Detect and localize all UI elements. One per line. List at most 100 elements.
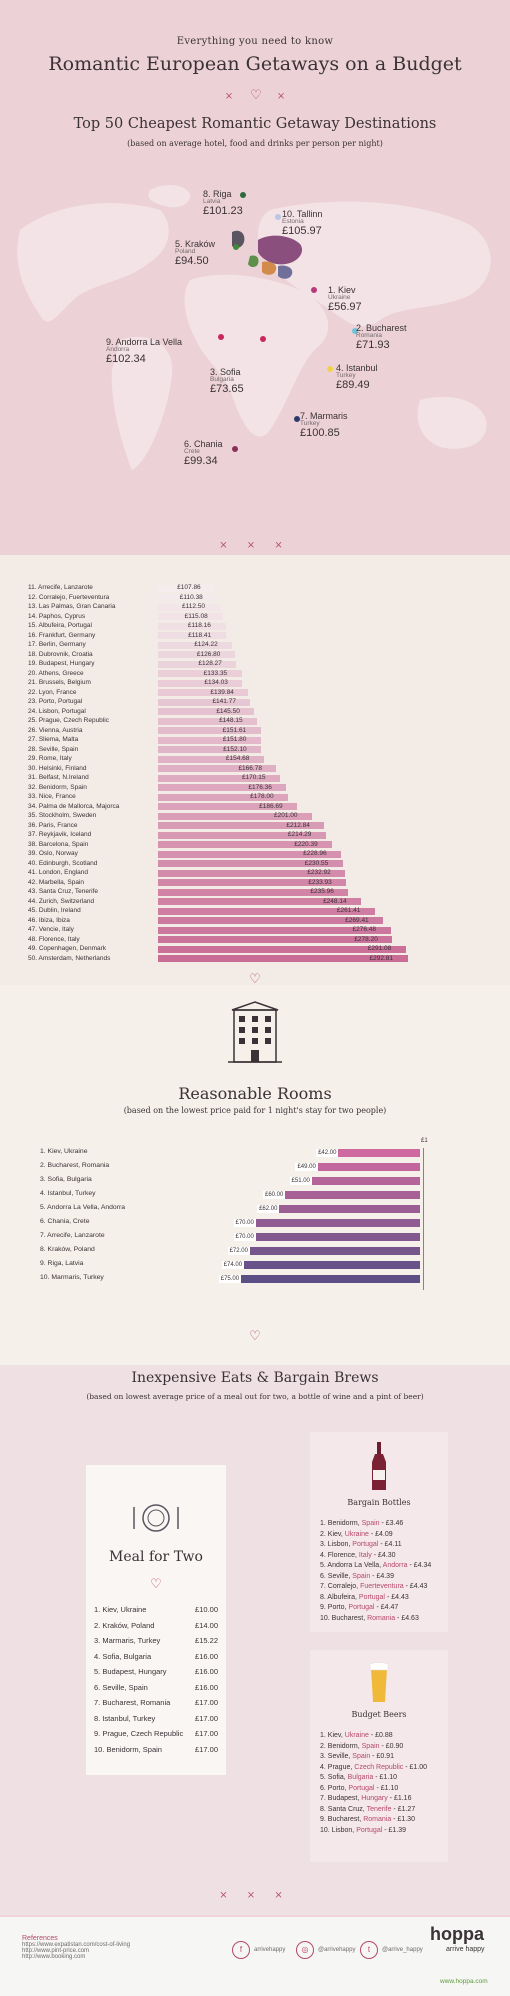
data-label: £60.00 [263,1191,286,1199]
list-price: - £0.91 [370,1753,394,1760]
meal-title: Meal for Two [109,1549,203,1565]
heart-icon: ♡ [249,972,261,987]
data-label: £118.16 [187,622,211,629]
list-city: 7. Budapest, [320,1795,360,1802]
pin-price: £73.65 [210,383,244,396]
rooms-band [0,985,510,1365]
tick-label: 48. Florence, Italy [28,935,80,943]
pin-country: Andorra [106,346,130,354]
list-city: 2. Kiev, [320,1530,343,1538]
pin-country: Turkey [300,420,320,428]
data-label: £230.55 [304,859,329,867]
tick-label: 11. Arrecife, Lanzarote [28,584,93,591]
pin-price: £105.97 [282,225,322,238]
data-label: £232.92 [307,869,331,876]
list-price: - £4.30 [371,1551,396,1559]
tick-label: 21. Brussels, Belgium [28,679,91,686]
chart-bar-row: 41. London, England £232.92 [28,869,488,877]
social-handle[interactable]: arrivehappy [254,1947,286,1953]
map-pin-label: 10. Tallinn Estonia £105.97 [282,209,322,238]
data-label: £107.86 [177,584,201,591]
chart-bar-row: 47. Vencie, Italy £276.48 [28,926,488,934]
room-bar [273,1191,420,1199]
chart-bar-row: 16. Frankfurt, Germany £118.41 [28,632,488,640]
tick-label: 24. Lisbon, Portugal [28,707,86,715]
eats-title: Inexpensive Eats & Bargain Brews [131,1370,379,1386]
pin-city-name: 7. Marmaris [300,411,348,421]
instagram-icon[interactable]: ◎ [296,1941,314,1959]
chart-bar-row: 43. Santa Cruz, Tenerife £235.96 [28,888,488,896]
room-bar [326,1149,420,1157]
reference-link[interactable]: http://www.booking.com [22,1954,86,1960]
map-pin-dot[interactable] [275,214,281,220]
pin-country: Latvia [203,198,221,206]
data-label: £145.50 [216,707,240,715]
map-pin-label: 7. Marmaris Turkey £100.85 [300,411,348,440]
list-country: Czech Republic [352,1763,404,1771]
map-pin-dot[interactable] [218,334,224,340]
tick-label: 2. Bucharest, Romania [40,1162,110,1169]
social-handle[interactable]: @arrivehappy [318,1947,356,1953]
data-label: £214.29 [287,831,312,838]
list-item: 1. Kiev, Ukraine - £0.88 [320,1732,393,1739]
map-pin-dot[interactable] [327,366,333,372]
list-country: Andorra [381,1562,408,1569]
chart-bar [158,945,406,953]
list-country: Spain [350,1753,371,1760]
chart-bar [158,812,313,820]
map-pin-dot[interactable] [240,192,246,198]
hotel-building-icon [228,1001,282,1063]
chart-bar [158,831,326,839]
map-pin-dot[interactable] [232,446,238,452]
chart-bar-row: 15. Albufeira, Portugal £118.16 [28,622,488,630]
room-bar-row: 6. Chania, Crete £70.00 [40,1217,440,1229]
brand-logo[interactable]: hoppa [430,1924,484,1944]
twitter-icon[interactable]: t [360,1941,378,1959]
data-label: £278.20 [354,935,378,943]
bottles-title: Bargain Bottles [347,1498,411,1507]
meal-city: 6. Seville, Spain [94,1682,148,1692]
meal-city: 1. Kiev, Ukraine [94,1605,147,1614]
chart-bar [158,708,255,715]
room-bar-row: 5. Andorra La Vella, Andorra £62.00 [40,1203,440,1215]
chart-bar-row: 19. Budapest, Hungary £128.27 [28,660,488,668]
list-item: 3. Seville, Spain - £0.91 [320,1753,394,1760]
map-pin-dot[interactable] [352,328,358,334]
data-label: £133.35 [203,669,228,677]
map-pin-dot[interactable] [260,336,266,342]
brand-url[interactable]: www.hoppa.com [440,1978,488,1985]
room-bar [231,1261,420,1269]
map-pin-dot[interactable] [294,416,300,422]
map-pin-dot[interactable] [311,287,317,293]
chart-bar [158,660,237,668]
reference-link[interactable]: http://www.pint-price.com [22,1948,90,1954]
tick-label: 27. Sliema, Malta [28,736,79,743]
data-label: £110.38 [179,593,203,601]
rooms-title: Reasonable Rooms [178,1084,332,1103]
chart-bar [158,632,227,639]
list-city: 1. Kiev, [320,1732,343,1739]
chart-bar-row: 12. Corralejo, Fuerteventura £110.38 [28,594,488,602]
social-handle[interactable]: @arrive_happy [382,1947,423,1953]
data-label: £141.77 [212,698,236,705]
list-country: Fuerteventura [358,1583,404,1590]
list-country: Ukraine [342,1530,369,1538]
map-pin-dot[interactable] [233,244,239,250]
chart-bar [158,841,333,848]
list-city: 1. Benidorm, [320,1520,360,1527]
data-label: £75.00 [218,1275,242,1283]
tick-label: 36. Paris, France [28,821,78,829]
tick-label: 30. Helsinki, Finland [28,764,87,772]
list-country: Romania [361,1816,392,1823]
cross-divider: × × × [219,540,291,551]
pin-country: Turkey [336,372,356,380]
tick-label: 49. Copenhagen, Denmark [28,945,107,952]
meal-row: 6. Seville, Spain £16.00 [94,1683,218,1692]
facebook-icon[interactable]: f [232,1941,250,1959]
meal-city: 4. Sofia, Bulgaria [94,1651,152,1661]
chart-bar-row: 14. Paphos, Cyprus £115.08 [28,613,488,621]
reference-link[interactable]: https://www.expatistan.com/cost-of-livin… [22,1942,131,1948]
data-label: £128.27 [198,660,222,667]
list-price: - £4.34 [407,1562,432,1569]
chart-bar-row: 17. Berlin, Germany £124.22 [28,641,488,649]
